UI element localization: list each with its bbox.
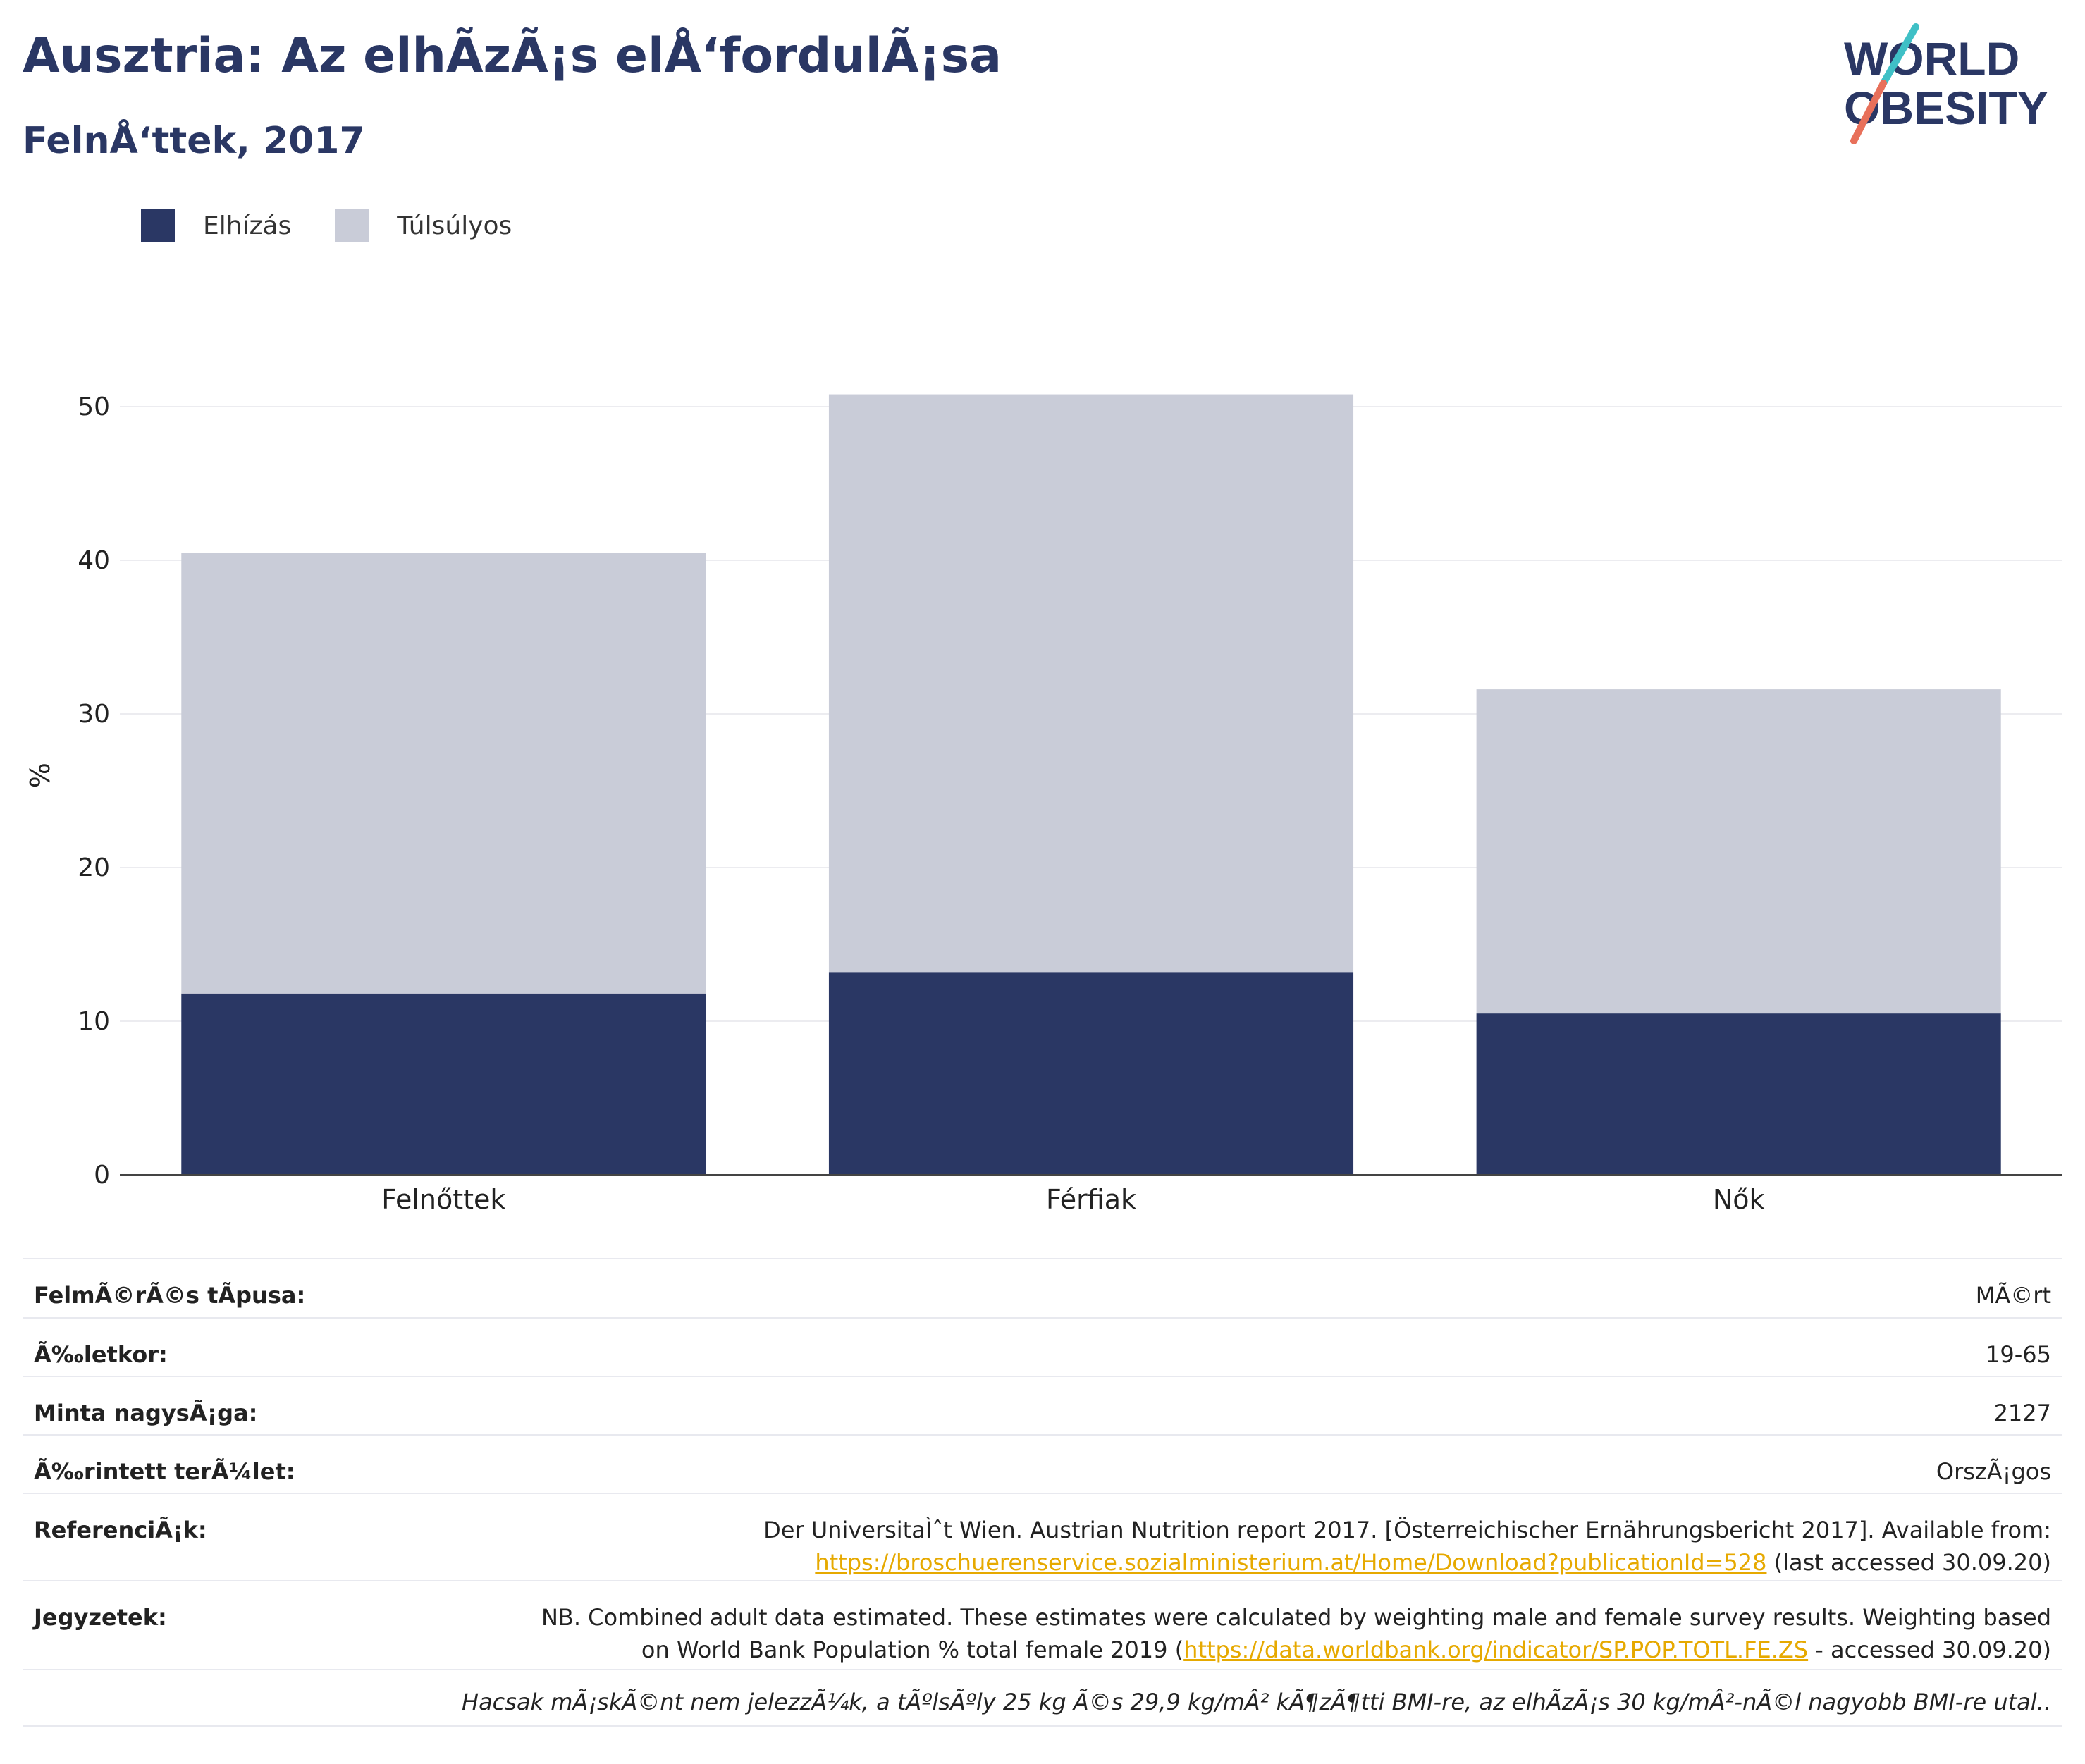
notes-accessed: - accessed 30.09.20) <box>1808 1636 2051 1663</box>
info-key: Ã‰rintett terÃ¼let: <box>34 1458 295 1485</box>
info-value: 2127 <box>1993 1400 2051 1426</box>
footnote: Hacsak mÃ¡skÃ©nt nem jelezzÃ¼k, a tÃºlsÃ… <box>23 1669 2062 1727</box>
y-tick-label: 20 <box>78 853 110 882</box>
legend-label-overweight: Túlsúlyos <box>397 211 512 240</box>
bar-overweight <box>1476 689 2001 1014</box>
logo-slash-teal <box>1880 23 1919 87</box>
info-key: ReferenciÃ¡k: <box>34 1517 207 1543</box>
references-link[interactable]: https://broschuerenservice.sozialministe… <box>815 1549 1767 1576</box>
legend-swatch-obesity <box>141 209 175 242</box>
y-tick-label: 40 <box>78 546 110 575</box>
bar-overweight <box>828 394 1354 973</box>
info-value: OrszÃ¡gos <box>1936 1458 2051 1485</box>
info-key: FelmÃ©rÃ©s tÃpusa: <box>34 1282 306 1309</box>
bar-overweight <box>181 553 706 994</box>
logo-slash-coral <box>1850 80 1887 144</box>
logo-line1: WORLD <box>1844 32 2019 85</box>
info-row-age: Ã‰letkor: 19-65 <box>23 1317 2062 1376</box>
bar-obesity <box>1476 1013 2001 1175</box>
legend: Elhízás Túlsúlyos <box>141 209 555 242</box>
chart-title: Ausztria: Az elhÃzÃ¡s elÅ‘fordulÃ¡sa <box>23 28 1002 84</box>
world-obesity-logo: WORLD OBESITY <box>1844 23 2048 144</box>
stacked-bar-chart: 0 10 20 30 40 50% Felnőttek Férfiak Nők <box>25 393 2062 1212</box>
info-value: 19-65 <box>1986 1341 2051 1368</box>
y-tick-label: 0 <box>94 1161 110 1190</box>
notes-value: NB. Combined adult data estimated. These… <box>541 1601 2051 1669</box>
chart-subtitle: FelnÅ‘ttek, 2017 <box>23 120 365 162</box>
x-tick-label: Nők <box>1713 1184 1765 1212</box>
x-tick-label: Férfiak <box>1046 1184 1136 1212</box>
notes-link[interactable]: https://data.worldbank.org/indicator/SP.… <box>1183 1636 1809 1663</box>
info-key: Ã‰letkor: <box>34 1341 168 1368</box>
x-tick-label: Felnőttek <box>381 1184 505 1212</box>
info-row-survey-type: FelmÃ©rÃ©s tÃpusa: MÃ©rt <box>23 1258 2062 1317</box>
info-row-references: ReferenciÃ¡k: Der UniversitaÌˆt Wien. Au… <box>23 1493 2062 1580</box>
info-value: MÃ©rt <box>1975 1282 2051 1309</box>
y-tick-label: 10 <box>78 1007 110 1036</box>
notes-text: NB. Combined adult data estimated. These… <box>541 1604 2051 1631</box>
legend-label-obesity: Elhízás <box>203 211 292 240</box>
references-value: Der UniversitaÌˆt Wien. Austrian Nutriti… <box>763 1514 2051 1580</box>
legend-swatch-overweight <box>335 209 369 242</box>
references-text: Der UniversitaÌˆt Wien. Austrian Nutriti… <box>763 1517 2051 1543</box>
info-key: Jegyzetek: <box>34 1604 167 1631</box>
y-tick-label: 30 <box>78 700 110 729</box>
references-accessed: (last accessed 30.09.20) <box>1766 1549 2051 1576</box>
notes-text-2: on World Bank Population % total female … <box>641 1636 1184 1663</box>
info-row-notes: Jegyzetek: NB. Combined adult data estim… <box>23 1580 2062 1669</box>
bar-obesity <box>828 972 1354 1175</box>
y-axis-label: % <box>25 763 56 788</box>
bar-obesity <box>181 993 706 1175</box>
y-tick-label: 50 <box>78 393 110 421</box>
info-row-sample-size: Minta nagysÃ¡ga: 2127 <box>23 1376 2062 1434</box>
info-table: FelmÃ©rÃ©s tÃpusa: MÃ©rt Ã‰letkor: 19-65… <box>23 1258 2062 1727</box>
info-row-area: Ã‰rintett terÃ¼let: OrszÃ¡gos <box>23 1434 2062 1493</box>
info-key: Minta nagysÃ¡ga: <box>34 1400 258 1426</box>
